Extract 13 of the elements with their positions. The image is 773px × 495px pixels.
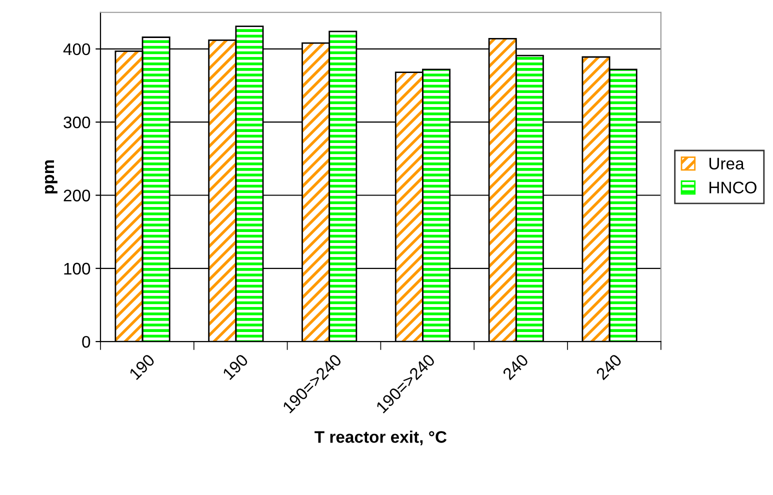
y-tick-label: 100 [64, 262, 90, 275]
x-axis-title: T reactor exit, °C [314, 430, 447, 446]
y-tick-label: 0 [82, 336, 90, 348]
x-tick-label: 190 [128, 353, 156, 380]
x-tick-label: 240 [595, 353, 622, 380]
legend-label: HNCO [710, 182, 756, 194]
y-axis-title: ppm [44, 160, 58, 194]
y-tick-label: 300 [64, 116, 90, 128]
x-tick-label: 190 [222, 353, 249, 380]
y-tick-label: 200 [64, 190, 90, 202]
x-tick-label: 240 [502, 353, 530, 380]
y-tick-label: 400 [63, 43, 90, 56]
legend-label: Urea [709, 158, 744, 170]
